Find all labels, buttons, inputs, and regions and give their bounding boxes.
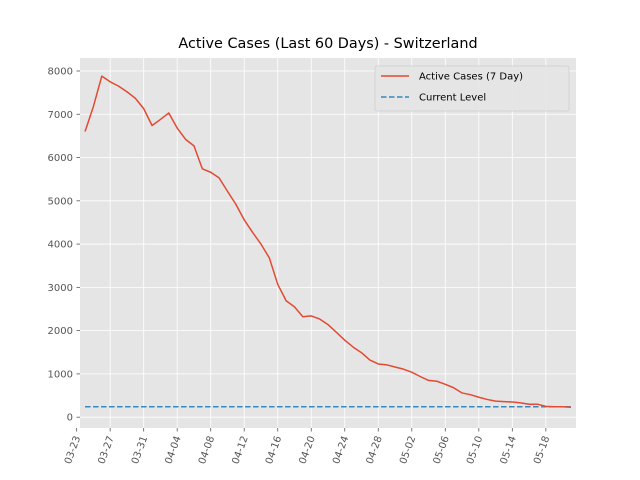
y-tick-label: 6000: [48, 153, 73, 164]
plot-area: [80, 58, 576, 428]
legend-label: Active Cases (7 Day): [419, 72, 523, 83]
y-tick-label: 2000: [48, 326, 73, 337]
series-line-active-cases-7-day: [84, 75, 572, 408]
gridlines: [76, 58, 576, 428]
y-tick-label: 7000: [48, 110, 73, 121]
y-tick-label: 1000: [48, 369, 73, 380]
y-tick-label: 3000: [48, 283, 73, 294]
series-layer: [84, 75, 572, 408]
legend: Active Cases (7 Day) Current Level: [374, 65, 570, 112]
y-tick-label: 8000: [48, 66, 73, 77]
legend-label: Current Level: [419, 93, 486, 104]
y-tick-label: 5000: [48, 196, 73, 207]
chart-title: Active Cases (Last 60 Days) - Switzerlan…: [178, 36, 477, 52]
legend-box: [374, 65, 570, 112]
y-axis: 0 1000 2000 3000 4000 5000 6000 7000 8000: [48, 66, 80, 424]
y-tick-label: 4000: [48, 240, 73, 251]
y-tick-label: 0: [67, 413, 73, 424]
